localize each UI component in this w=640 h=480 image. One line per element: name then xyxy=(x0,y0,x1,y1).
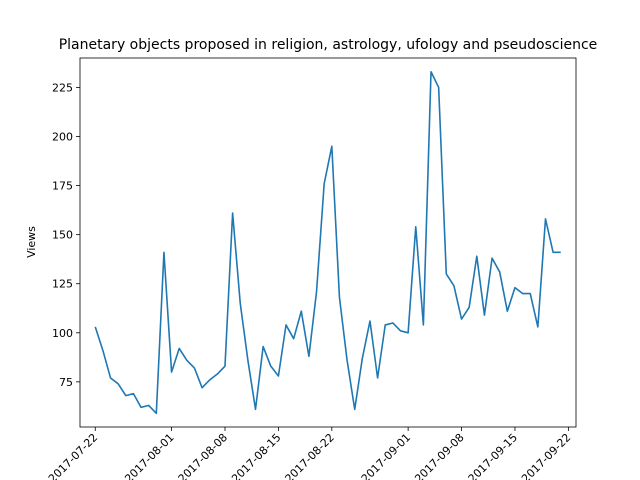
x-axis: 2017-07-22 2017-08-01 2017-08-08 2017-08-15… xyxy=(46,427,573,480)
plot-frame xyxy=(79,57,577,428)
series-line xyxy=(94,70,561,415)
x-tick-label: 2017-09-15 xyxy=(466,431,520,480)
x-tick-label: 2017-08-22 xyxy=(283,431,337,480)
y-tick-label: 150 xyxy=(52,229,73,242)
y-tick-label: 100 xyxy=(52,327,73,340)
x-tick-label: 2017-09-01 xyxy=(359,431,413,480)
y-tick-label: 225 xyxy=(52,81,73,94)
x-tick-label: 2017-09-22 xyxy=(519,431,573,480)
y-axis-label: Views xyxy=(25,226,38,258)
y-tick-label: 125 xyxy=(52,278,73,291)
x-tick-label: 2017-08-01 xyxy=(122,431,176,480)
y-tick-label: 200 xyxy=(52,131,73,144)
y-tick-label: 75 xyxy=(59,376,73,389)
x-tick-label: 2017-09-08 xyxy=(412,431,466,480)
x-tick-label: 2017-08-15 xyxy=(229,431,283,480)
x-tick-label: 2017-08-08 xyxy=(176,431,230,480)
plot-area xyxy=(79,57,577,428)
y-tick-label: 175 xyxy=(52,180,73,193)
chart-title: Planetary objects proposed in religion, … xyxy=(59,37,598,53)
x-tick-label: 2017-07-22 xyxy=(46,431,100,480)
y-axis: 75 100 125 150 175 200 225 xyxy=(52,81,80,389)
